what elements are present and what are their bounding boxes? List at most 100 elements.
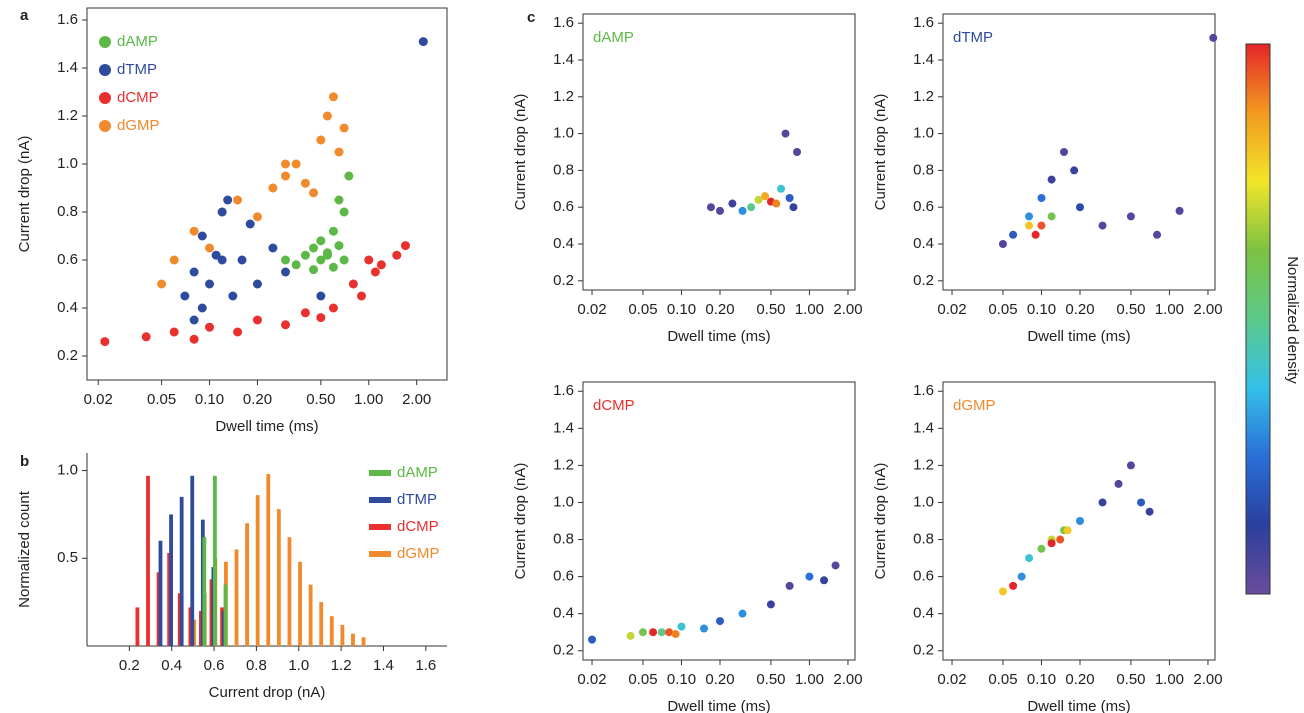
y-tick-label: 0.8: [913, 531, 934, 548]
bar: [362, 637, 366, 646]
density-point: [786, 194, 794, 202]
data-point: [223, 196, 232, 205]
density-point: [649, 628, 657, 636]
density-point: [1048, 212, 1056, 220]
panel: 0.20.40.60.81.01.21.41.60.51.0Current dr…: [16, 453, 447, 701]
y-axis-label: Current drop (nA): [872, 94, 889, 211]
x-axis-label: Dwell time (ms): [1027, 328, 1130, 345]
x-tick-label: 0.10: [667, 301, 696, 318]
x-tick-label: 0.05: [628, 671, 657, 688]
y-axis-label: Current drop (nA): [512, 463, 529, 580]
y-tick-label: 0.4: [913, 605, 934, 622]
data-point: [340, 208, 349, 217]
data-point: [357, 292, 366, 301]
data-point: [190, 268, 199, 277]
legend-marker: [99, 92, 111, 104]
data-point: [349, 280, 358, 289]
density-point: [782, 130, 790, 138]
x-tick-label: 1.4: [373, 657, 394, 674]
data-point: [316, 292, 325, 301]
data-point: [309, 188, 318, 197]
y-tick-label: 0.4: [57, 299, 78, 316]
legend-label: dTMP: [397, 491, 437, 508]
density-point: [1056, 536, 1064, 544]
x-tick-label: 0.20: [1065, 301, 1094, 318]
panel-label: b: [20, 453, 29, 470]
density-point: [1064, 526, 1072, 534]
density-point: [1037, 194, 1045, 202]
legend-label: dAMP: [397, 464, 438, 481]
x-tick-label: 0.02: [577, 301, 606, 318]
x-tick-label: 0.50: [1116, 671, 1145, 688]
legend-marker: [99, 64, 111, 76]
data-point: [334, 196, 343, 205]
density-point: [747, 203, 755, 211]
density-point: [739, 207, 747, 215]
y-tick-label: 1.6: [913, 14, 934, 31]
density-point: [761, 192, 769, 200]
bar: [266, 474, 270, 646]
data-point: [233, 328, 242, 337]
density-point: [1099, 498, 1107, 506]
density-point: [1176, 207, 1184, 215]
density-point: [777, 185, 785, 193]
data-point: [218, 256, 227, 265]
data-point: [301, 251, 310, 260]
data-point: [170, 256, 179, 265]
series-label: dCMP: [593, 397, 635, 414]
data-point: [329, 227, 338, 236]
data-point: [218, 208, 227, 217]
y-tick-label: 1.2: [553, 456, 574, 473]
y-tick-label: 1.0: [553, 493, 574, 510]
x-tick-label: 0.10: [1027, 671, 1056, 688]
density-point: [1076, 517, 1084, 525]
data-point: [157, 280, 166, 289]
panel: 0.020.050.100.200.501.002.000.20.40.60.8…: [512, 382, 863, 713]
y-tick-label: 1.0: [913, 493, 934, 510]
bar: [330, 616, 334, 646]
bar: [146, 476, 150, 646]
data-point: [198, 304, 207, 313]
density-point: [1025, 212, 1033, 220]
legend-label: dAMP: [117, 33, 158, 50]
legend-marker: [99, 36, 111, 48]
bar: [256, 495, 260, 646]
y-tick-label: 1.2: [913, 456, 934, 473]
density-point: [832, 561, 840, 569]
x-tick-label: 0.20: [705, 671, 734, 688]
x-tick-label: 1.00: [795, 671, 824, 688]
x-tick-label: 0.02: [937, 301, 966, 318]
x-tick-label: 1.00: [1155, 301, 1184, 318]
data-point: [316, 136, 325, 145]
data-point: [198, 232, 207, 241]
x-tick-label: 0.05: [988, 301, 1017, 318]
data-point: [180, 292, 189, 301]
x-tick-label: 2.00: [1193, 301, 1222, 318]
x-tick-label: 0.20: [243, 391, 272, 408]
bar: [180, 497, 184, 646]
y-tick-label: 1.4: [553, 419, 574, 436]
y-tick-label: 0.2: [57, 347, 78, 364]
density-point: [1032, 231, 1040, 239]
density-point: [728, 200, 736, 208]
data-point: [340, 124, 349, 133]
y-tick-label: 0.5: [57, 549, 78, 566]
colorbar-label: Normalized density: [1284, 256, 1301, 384]
y-tick-label: 0.8: [553, 161, 574, 178]
data-point: [316, 313, 325, 322]
plot-frame: [943, 14, 1215, 290]
legend-label: dGMP: [117, 117, 160, 134]
density-point: [789, 203, 797, 211]
data-point: [292, 260, 301, 269]
y-tick-label: 1.4: [57, 59, 78, 76]
density-point: [627, 632, 635, 640]
y-axis-label: Normalized count: [16, 490, 33, 608]
bar: [159, 541, 163, 646]
density-point: [716, 207, 724, 215]
legend-label: dCMP: [397, 518, 439, 535]
legend-marker: [99, 120, 111, 132]
x-axis-label: Dwell time (ms): [667, 328, 770, 345]
data-point: [334, 148, 343, 157]
data-point: [233, 196, 242, 205]
